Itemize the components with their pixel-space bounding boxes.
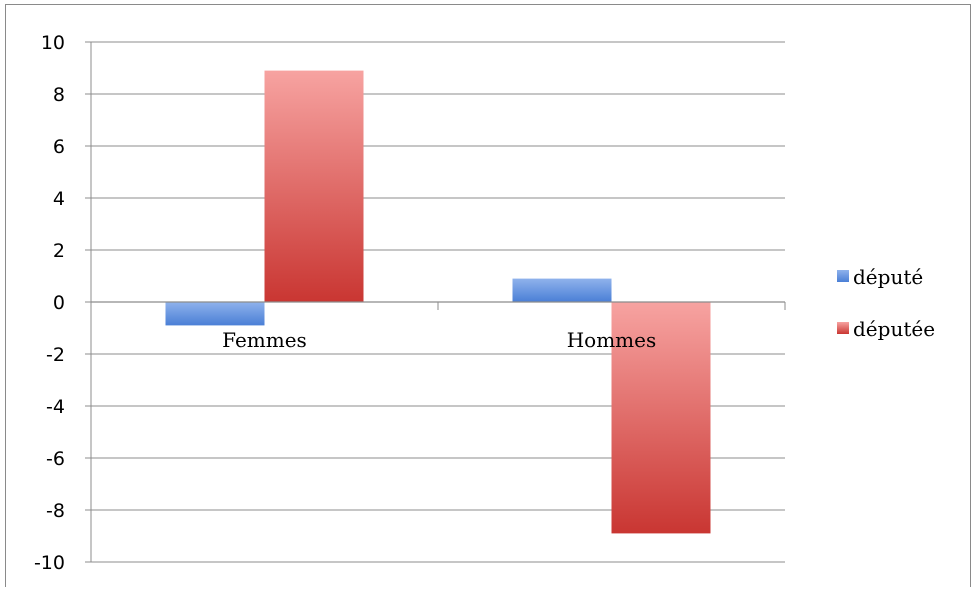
labels: 10 8 6 4 2 0 -2 -4 -6 -8 -10 Femmes Hommes [34, 32, 656, 574]
y-tick-label: -2 [46, 344, 65, 366]
chart-frame [5, 4, 971, 587]
bar-députée-Femmes [264, 70, 364, 302]
x-category-label: Hommes [567, 328, 657, 352]
y-tick-label: -6 [46, 448, 65, 470]
legend-label: député [853, 265, 923, 289]
y-tick-label: 0 [53, 292, 65, 314]
bar-député-Femmes [165, 302, 265, 326]
bar-députée-Hommes [611, 302, 711, 534]
y-tick-label: 2 [53, 240, 65, 262]
axes [85, 41, 786, 563]
legend-swatch [837, 322, 849, 334]
y-tick-label: -10 [34, 552, 65, 574]
legend: député députée [837, 265, 935, 341]
legend-swatch [837, 270, 849, 282]
bars [165, 70, 711, 534]
y-tick-label: -8 [46, 500, 65, 522]
y-tick-label: 10 [41, 32, 65, 54]
y-tick-label: -4 [46, 396, 65, 418]
y-tick-label: 4 [53, 188, 65, 210]
bar-député-Hommes [512, 278, 612, 302]
y-tick-label: 8 [53, 84, 65, 106]
x-category-label: Femmes [222, 328, 307, 352]
legend-label: députée [853, 317, 935, 341]
y-tick-label: 6 [53, 136, 65, 158]
